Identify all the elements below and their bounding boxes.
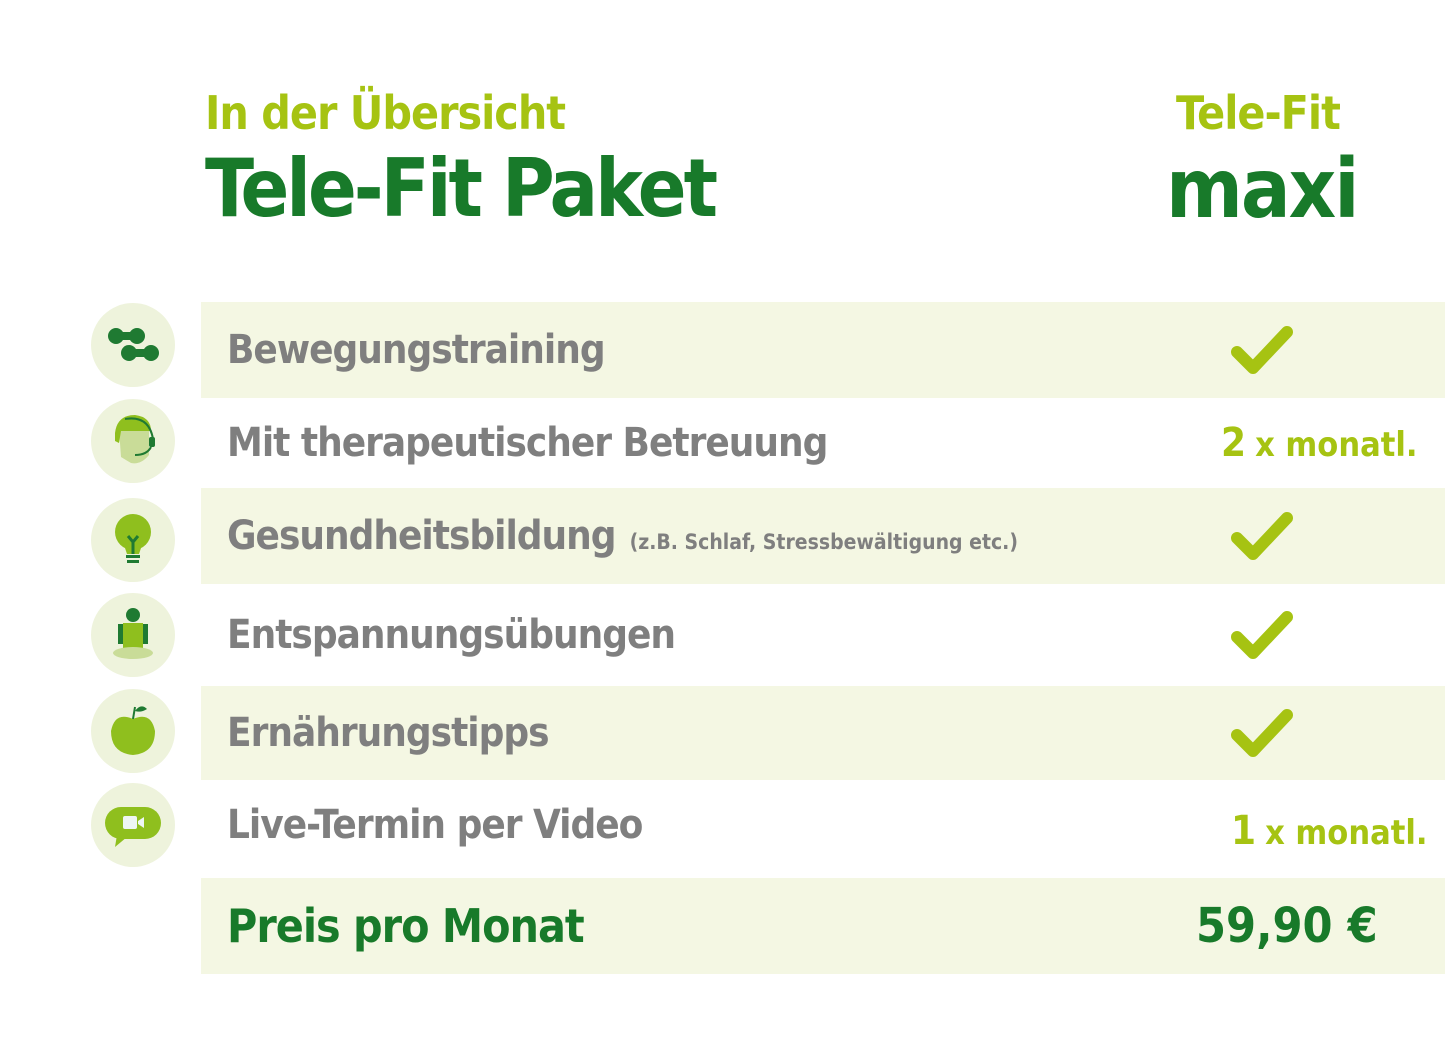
feature-label: Bewegungstraining: [227, 327, 606, 373]
feature-label: Live-Termin per Video: [227, 802, 643, 849]
check-icon: [1231, 611, 1293, 659]
page-title: Tele-Fit Paket: [205, 142, 718, 235]
meditation-icon: [91, 593, 175, 677]
feature-label: Entspannungsübungen: [227, 612, 676, 658]
video-chat-icon: [91, 783, 175, 867]
feature-row: Entspannungsübungen: [201, 584, 1445, 686]
feature-value: 2 x monatl.: [1221, 420, 1418, 466]
price-label: Preis pro Monat: [227, 899, 585, 953]
plan-name: maxi: [1166, 142, 1359, 237]
feature-label: Gesundheitsbildung (z.B. Schlaf, Stressbe…: [227, 513, 1018, 559]
therapist-headset-icon: [91, 399, 175, 483]
feature-row: Mit therapeutischer Betreuung 2 x monatl…: [201, 398, 1445, 488]
apple-icon: [91, 689, 175, 773]
check-icon: [1231, 512, 1293, 560]
feature-row: Ernährungstipps: [201, 686, 1445, 780]
check-icon: [1231, 326, 1293, 374]
feature-value: 1 x monatl.: [1231, 807, 1428, 854]
feature-label: Mit therapeutischer Betreuung: [227, 420, 828, 466]
dumbbell-icon: [91, 303, 175, 387]
feature-label: Ernährungstipps: [227, 710, 550, 756]
lightbulb-icon: [91, 498, 175, 582]
check-icon: [1231, 709, 1293, 757]
feature-note: (z.B. Schlaf, Stressbewältigung etc.): [629, 530, 1018, 554]
feature-row: Gesundheitsbildung (z.B. Schlaf, Stressbe…: [201, 488, 1445, 584]
feature-row: Live-Termin per Video 1 x monatl.: [201, 780, 1445, 878]
plan-label: Tele-Fit: [1176, 86, 1341, 140]
price-value: 59,90 €: [1196, 898, 1378, 954]
overview-subtitle: In der Übersicht: [205, 86, 566, 140]
price-row: Preis pro Monat 59,90 €: [201, 878, 1445, 974]
feature-row: Bewegungstraining: [201, 302, 1445, 398]
